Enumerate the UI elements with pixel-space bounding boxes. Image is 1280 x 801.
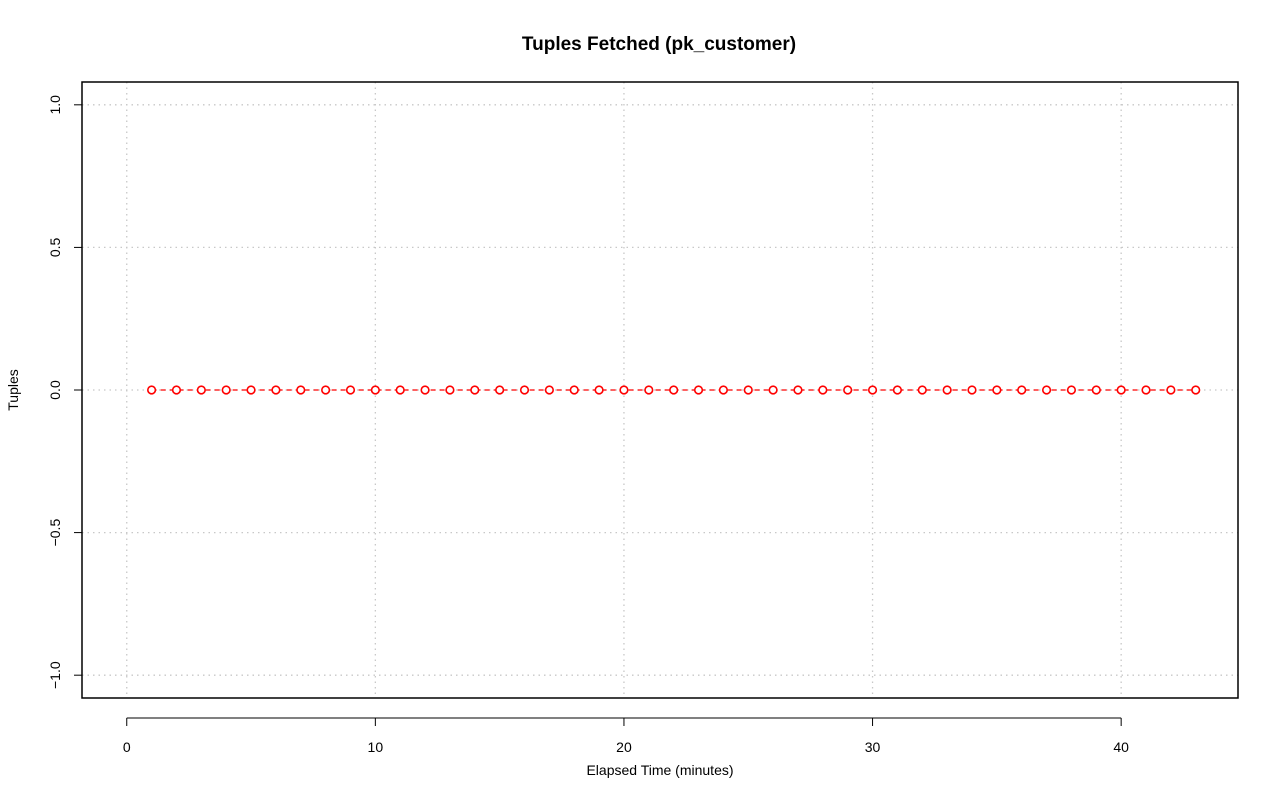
data-point (296, 385, 306, 395)
x-tick-label: 40 (1113, 739, 1129, 755)
data-point (818, 385, 828, 395)
data-point (768, 385, 778, 395)
data-point (669, 385, 679, 395)
y-tick-label: 0.5 (47, 237, 63, 257)
data-point (693, 385, 704, 395)
data-point (644, 385, 654, 395)
data-point (594, 385, 604, 395)
data-point (495, 385, 505, 395)
x-axis-label: Elapsed Time (minutes) (586, 762, 733, 778)
y-tick-label: −0.5 (47, 519, 63, 547)
data-point (743, 385, 753, 395)
data-point (370, 385, 380, 395)
data-point (619, 385, 629, 395)
data-point (1041, 385, 1052, 395)
data-point (470, 385, 480, 395)
y-axis: −1.0 −0.5 0.0 0.5 1.0 (47, 95, 82, 689)
data-point (1116, 385, 1126, 395)
x-tick-label: 10 (368, 739, 384, 755)
data-point (1141, 385, 1151, 395)
data-point (420, 385, 430, 395)
x-tick-label: 30 (865, 739, 881, 755)
data-point (221, 385, 231, 395)
data-point (271, 385, 281, 395)
data-point (892, 385, 903, 395)
data-point (445, 385, 455, 395)
x-axis: 0 10 20 30 40 (123, 717, 1129, 755)
data-point (1066, 385, 1077, 395)
data-point (843, 385, 853, 395)
y-axis-label: Tuples (5, 369, 21, 411)
data-point (196, 385, 206, 395)
data-series (147, 385, 1201, 395)
x-tick-label: 0 (123, 739, 131, 755)
data-point (992, 385, 1002, 395)
data-point (246, 385, 256, 395)
data-point (1017, 385, 1027, 395)
data-point (917, 385, 927, 395)
data-point (569, 385, 579, 395)
y-tick-label: 1.0 (47, 95, 63, 115)
data-point (544, 385, 554, 395)
data-point (942, 385, 952, 395)
data-point (1091, 385, 1101, 395)
data-point (519, 385, 530, 395)
data-point (718, 385, 728, 395)
data-point (1166, 385, 1176, 395)
data-point (1191, 385, 1201, 395)
data-point (395, 385, 405, 395)
data-point (793, 385, 803, 395)
data-point (147, 385, 157, 395)
data-point (867, 385, 878, 395)
data-point (967, 385, 977, 395)
data-point (171, 385, 182, 395)
data-point (321, 385, 331, 395)
y-tick-label: −1.0 (47, 661, 63, 689)
data-point (345, 385, 356, 395)
x-tick-label: 20 (616, 739, 632, 755)
chart-title: Tuples Fetched (pk_customer) (522, 34, 796, 55)
y-tick-label: 0.0 (47, 380, 63, 400)
